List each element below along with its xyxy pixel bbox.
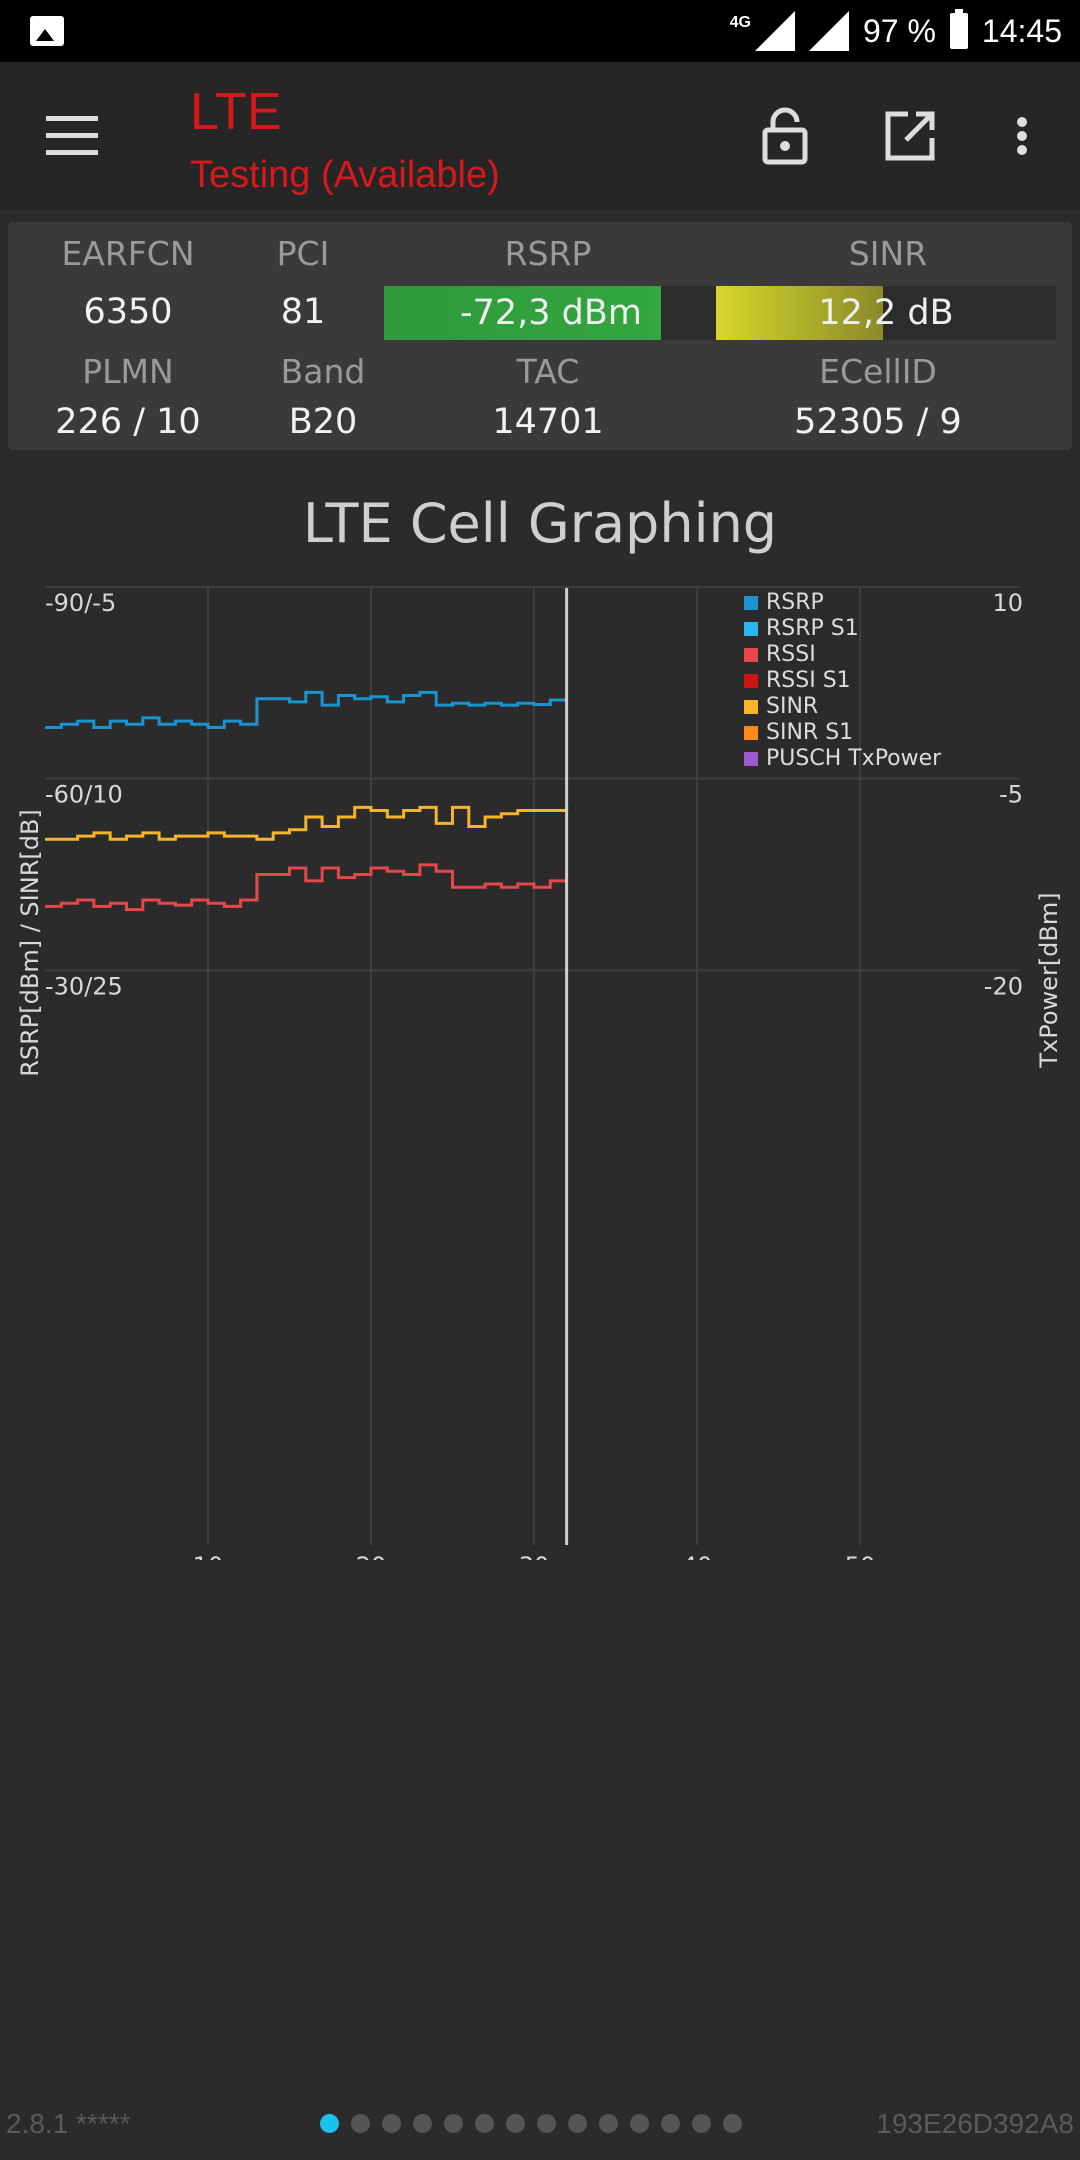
plmn-label: PLMN xyxy=(82,352,174,391)
legend-item: RSRP xyxy=(744,590,941,616)
page-dot[interactable] xyxy=(537,2114,556,2133)
right-axis-title: TxPower[dBm] xyxy=(1035,892,1063,1068)
rsrp-bar-fill xyxy=(384,286,662,340)
page-dot[interactable] xyxy=(320,2114,339,2133)
legend-item: SINR xyxy=(744,694,941,720)
legend-item: PUSCH TxPower xyxy=(744,746,941,772)
x-axis-tick-label: 10 xyxy=(193,1552,224,1560)
version-label: 2.8.1 ***** xyxy=(6,2108,131,2139)
legend-swatch xyxy=(744,648,758,662)
menu-icon[interactable] xyxy=(46,116,98,156)
band-label: Band xyxy=(280,352,366,391)
series-line-rssi xyxy=(45,863,567,912)
image-notification-icon xyxy=(30,16,64,46)
legend-item: RSSI S1 xyxy=(744,668,941,694)
sinr-label: SINR xyxy=(848,234,928,273)
ecellid-value: 52305 / 9 xyxy=(794,402,962,442)
earfcn-label: EARFCN xyxy=(61,234,195,273)
left-axis-tick-label: -90/-5 xyxy=(45,589,116,617)
more-options-icon[interactable] xyxy=(1002,106,1042,166)
legend-label: RSSI xyxy=(766,642,816,667)
graph-legend: RSRP RSRP S1 RSSI RSSI S1 SINR SINR S1 PUSCH T… xyxy=(744,590,941,772)
left-axis-tick-label: -30/25 xyxy=(45,972,123,1000)
legend-swatch xyxy=(744,596,758,610)
legend-item: RSSI xyxy=(744,642,941,668)
app-subtitle: Testing (Available) xyxy=(190,154,500,196)
legend-swatch xyxy=(744,700,758,714)
left-axis-tick-label: -60/10 xyxy=(45,781,123,809)
status-bar: 4G 97 % 14:45 xyxy=(0,0,1080,62)
legend-label: SINR S1 xyxy=(766,720,854,745)
legend-swatch xyxy=(744,622,758,636)
legend-label: RSRP xyxy=(766,590,824,615)
x-axis-tick-label: 40 xyxy=(682,1552,713,1560)
legend-item: SINR S1 xyxy=(744,720,941,746)
legend-label: RSRP S1 xyxy=(766,616,859,641)
page-dot[interactable] xyxy=(351,2114,370,2133)
x-axis-tick-label: 30 xyxy=(519,1552,550,1560)
x-axis-tick-label: 50 xyxy=(845,1552,876,1560)
lock-icon[interactable] xyxy=(755,106,815,166)
page-indicator xyxy=(320,2114,742,2133)
tac-label: TAC xyxy=(516,352,580,391)
series-line-sinr xyxy=(45,804,569,841)
battery-icon xyxy=(949,9,968,49)
page-dot[interactable] xyxy=(568,2114,587,2133)
page-dot[interactable] xyxy=(506,2114,525,2133)
band-value: B20 xyxy=(288,402,358,442)
page-dot[interactable] xyxy=(630,2114,649,2133)
pci-label: PCI xyxy=(276,234,330,273)
series-line-rsrp xyxy=(45,690,567,729)
page-dot[interactable] xyxy=(475,2114,494,2133)
page-dot[interactable] xyxy=(661,2114,680,2133)
app-bar: LTE Testing (Available) xyxy=(0,62,1080,210)
rsrp-value: -72,3 dBm xyxy=(459,293,642,333)
page-dot[interactable] xyxy=(413,2114,432,2133)
legend-label: SINR xyxy=(766,694,819,719)
page-dot[interactable] xyxy=(723,2114,742,2133)
plmn-value: 226 / 10 xyxy=(55,402,201,442)
legend-swatch xyxy=(744,726,758,740)
page-dot[interactable] xyxy=(382,2114,401,2133)
signal-icon-2 xyxy=(808,11,849,51)
graph-title: LTE Cell Graphing xyxy=(302,492,778,555)
legend-swatch xyxy=(744,674,758,688)
page-dot[interactable] xyxy=(692,2114,711,2133)
legend-label: RSSI S1 xyxy=(766,668,851,693)
ecellid-label: ECellID xyxy=(819,352,937,391)
rsrp-bar: -72,3 dBm xyxy=(384,286,718,340)
legend-label: PUSCH TxPower xyxy=(766,746,942,771)
legend-swatch xyxy=(744,752,758,766)
right-axis-tick-label: -20 xyxy=(984,972,1023,1000)
tac-value: 14701 xyxy=(492,402,604,442)
signal-icon xyxy=(754,11,795,51)
sinr-bar-fill xyxy=(716,286,883,340)
page-dot[interactable] xyxy=(599,2114,618,2133)
battery-level: 97 % xyxy=(862,12,936,49)
left-axis-title: RSRP[dBm] / SINR[dB] xyxy=(16,809,44,1077)
x-axis-tick-label: 20 xyxy=(356,1552,387,1560)
cell-info-panel: EARFCN PCI RSRP SINR 6350 81 -72,3 dBm 1… xyxy=(8,222,1072,450)
device-id-label: 193E26D392A8 xyxy=(876,2108,1074,2139)
right-axis-tick-label: 10 xyxy=(992,589,1023,617)
right-axis-tick-label: -5 xyxy=(999,781,1023,809)
earfcn-value: 6350 xyxy=(83,292,173,332)
page-dot[interactable] xyxy=(444,2114,463,2133)
legend-item: RSRP S1 xyxy=(744,616,941,642)
lte-cell-graph[interactable]: -30/25-60/10-90/-5-120/-20-20-5102510203… xyxy=(0,560,1080,1560)
sinr-value: 12,2 dB xyxy=(818,293,954,333)
rsrp-label: RSRP xyxy=(504,234,592,273)
clock: 14:45 xyxy=(981,12,1062,49)
sinr-bar: 12,2 dB xyxy=(716,286,1056,340)
network-type: 4G xyxy=(729,14,751,31)
app-title: LTE xyxy=(190,83,282,141)
pci-value: 81 xyxy=(280,292,326,332)
open-in-new-icon[interactable] xyxy=(880,106,940,166)
